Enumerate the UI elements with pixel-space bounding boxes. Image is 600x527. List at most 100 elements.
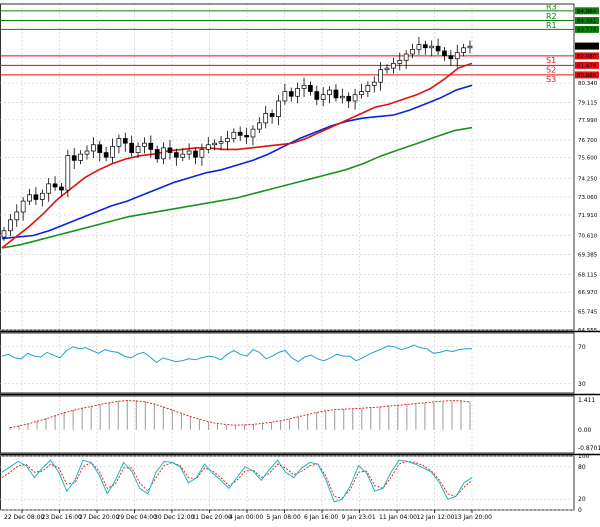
x-tick-label: 4 Jan 00:00	[229, 514, 263, 521]
candle-body	[371, 81, 377, 86]
candle-body	[391, 63, 396, 69]
candle-body	[435, 45, 441, 52]
candle-body	[122, 138, 128, 144]
y-tick-label: 77.990	[578, 118, 598, 124]
candle-body	[244, 135, 249, 138]
candle-body	[410, 49, 415, 55]
level-name-s3: S3	[546, 75, 556, 84]
x-tick-label: 29 Dec 04:00	[117, 514, 158, 521]
candle-body	[448, 55, 454, 60]
level-value-r1: 83.776	[577, 27, 597, 33]
candle-body	[231, 131, 237, 139]
candle-body	[46, 183, 52, 194]
candle-body	[225, 138, 230, 142]
candle-body	[403, 53, 409, 61]
stoch-signal-line	[1, 460, 473, 499]
candle-body	[384, 67, 390, 71]
candle-body	[65, 155, 71, 191]
candle-body	[71, 155, 77, 161]
level-name-s2: S2	[546, 65, 556, 74]
candle-body	[205, 144, 211, 150]
candle-body	[154, 149, 160, 160]
candle-body	[103, 152, 109, 158]
candle-body	[20, 200, 26, 213]
candle-body	[301, 84, 307, 89]
candle-body	[333, 89, 339, 99]
y-tick-label: 71.910	[578, 213, 598, 219]
candle-body	[91, 144, 96, 152]
candle-body	[33, 194, 39, 200]
y-tick-label: 74.250	[578, 176, 598, 182]
rsi-tick-label: 70	[578, 344, 586, 351]
candle-body	[186, 150, 192, 155]
candle-body	[346, 95, 352, 102]
candle-body	[263, 113, 269, 124]
level-tag-s3	[575, 71, 599, 79]
candle-body	[161, 147, 166, 160]
macd-tick-label: 0.00	[578, 427, 592, 434]
pane-frame-rsi	[0, 332, 575, 394]
candle-body	[142, 142, 147, 147]
candle-body	[359, 91, 364, 96]
candle-body	[365, 84, 371, 92]
candle-body	[467, 45, 473, 49]
stoch-tick-label: 20	[578, 496, 586, 503]
level-value-r2: 84.341	[577, 19, 596, 25]
y-tick-label: 69.385	[578, 252, 598, 258]
candle-body	[1, 230, 7, 238]
candle-body	[416, 44, 422, 50]
stoch-tick-label: 80	[578, 464, 586, 471]
candle-body	[97, 144, 103, 153]
y-tick-label: 76.700	[578, 138, 598, 144]
candle-body	[212, 142, 218, 146]
candle-body	[193, 150, 198, 158]
level-name-r2: R2	[546, 12, 557, 21]
candle-body	[352, 94, 358, 102]
candle-body	[314, 91, 320, 100]
level-value-s1: 82.080	[577, 54, 597, 60]
candle-body	[27, 194, 32, 202]
x-tick-label: 23 Dec 16:00	[42, 514, 83, 521]
candle-body	[39, 192, 45, 200]
level-name-r3: R3	[546, 2, 557, 11]
level-value-s3: 80.866	[577, 73, 597, 79]
y-tick-label: 73.060	[578, 195, 598, 201]
candle-body	[199, 149, 205, 158]
candle-body	[135, 145, 141, 153]
level-tag-s1	[575, 52, 599, 60]
candle-body	[282, 91, 288, 102]
level-tag-r3	[575, 7, 599, 15]
candle-body	[320, 94, 326, 100]
macd-tick-label: 1.411	[578, 397, 595, 404]
candle-body	[461, 47, 466, 53]
x-tick-label: 12 Jan 12:00	[417, 514, 455, 521]
rsi-tick-label: 30	[578, 381, 586, 388]
candle-body	[78, 153, 83, 161]
level-name-s1: S1	[546, 56, 556, 65]
candle-body	[8, 219, 13, 232]
level-name-r1: R1	[546, 21, 557, 30]
candle-body	[84, 150, 90, 155]
y-tick-label: 79.115	[578, 100, 598, 106]
candle-body	[174, 152, 179, 158]
candle-body	[180, 153, 186, 158]
level-value-s2: 81.478	[577, 63, 597, 69]
level-tag-r1	[575, 25, 599, 33]
candle-body	[288, 91, 294, 97]
pane-frame-macd	[0, 395, 575, 454]
x-tick-label: 11 Jan 04:00	[379, 514, 417, 521]
level-tag-r2	[575, 17, 599, 25]
candle-body	[256, 122, 262, 130]
candle-body	[116, 138, 122, 147]
candle-body	[339, 95, 345, 99]
candle-body	[454, 52, 460, 60]
ma-fast-line	[1, 62, 473, 249]
candle-body	[110, 145, 115, 158]
candle-body	[295, 88, 300, 97]
stoch-tick-label: 100	[578, 453, 590, 460]
y-tick-label: 65.745	[578, 309, 598, 315]
x-tick-label: 27 Dec 20:00	[79, 514, 120, 521]
